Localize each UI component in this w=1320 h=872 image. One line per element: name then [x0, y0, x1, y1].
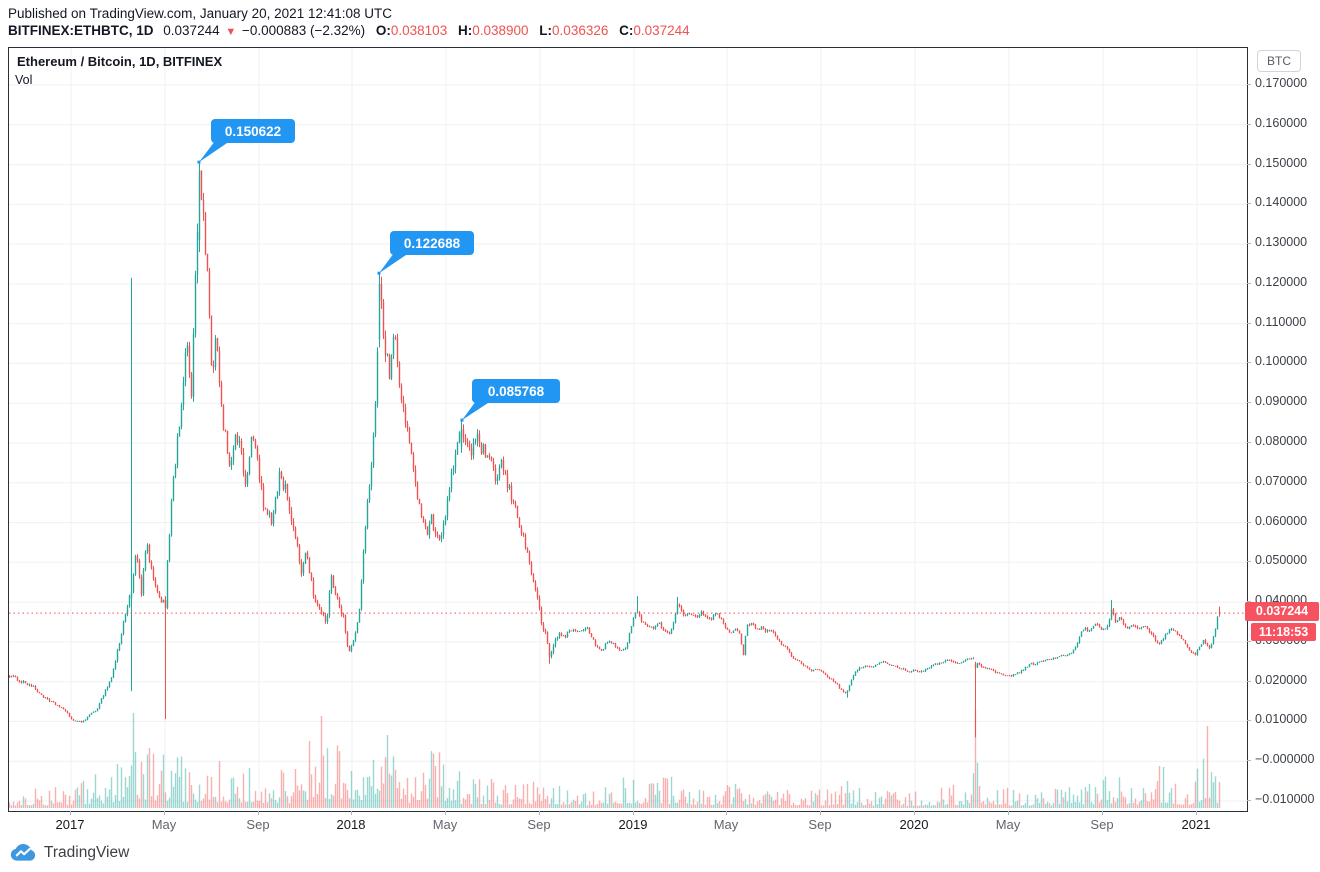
price-scale[interactable]: BTC 0.170000 0.160000 0.150000 0.140000 0.13…	[1245, 0, 1320, 872]
price-scale-tick	[1247, 362, 1251, 363]
symbol-name: BITFINEX:ETHBTC, 1D	[8, 23, 154, 38]
price-scale-tick	[1247, 243, 1251, 244]
time-scale-tick	[164, 811, 165, 815]
x-axis-label: 2018	[336, 817, 366, 832]
y-axis-label: 0.130000	[1255, 235, 1308, 249]
svg-text:0.150622: 0.150622	[225, 124, 281, 139]
close-value: 0.037244	[633, 23, 690, 38]
price-scale-tick	[1247, 164, 1251, 165]
close-label: C:	[619, 23, 634, 38]
y-axis-label: 0.010000	[1255, 712, 1308, 726]
y-axis-label: 0.170000	[1255, 76, 1308, 90]
y-axis-label: 0.150000	[1255, 156, 1308, 170]
time-scale-tick	[1196, 811, 1197, 815]
time-scale-tick	[445, 811, 446, 815]
low-value: 0.036326	[552, 23, 609, 38]
open-value: 0.038103	[390, 23, 448, 38]
price-scale-tick	[1247, 442, 1251, 443]
y-axis-label: −0.010000	[1255, 792, 1315, 806]
x-axis-label: May	[995, 817, 1021, 832]
time-scale-tick	[258, 811, 259, 815]
y-axis-label: 0.100000	[1255, 354, 1308, 368]
chart-canvas[interactable]: 0.150622 0.122688 0.085768	[9, 48, 1247, 811]
y-axis-label: −0.000000	[1255, 752, 1315, 766]
x-axis-label: 2020	[899, 817, 929, 832]
x-axis-label: Sep	[246, 817, 270, 832]
time-scale[interactable]: 2017 May Sep 2018 May Sep 2019 May Sep 2020 May Sep…	[0, 811, 1320, 839]
price-change: −0.000883 (−2.32%)	[242, 23, 366, 38]
x-axis-label: May	[151, 817, 177, 832]
x-axis-label: May	[713, 817, 739, 832]
time-scale-tick	[914, 811, 915, 815]
high-value: 0.038900	[472, 23, 529, 38]
y-axis-label: 0.110000	[1255, 315, 1307, 329]
open-label: O:	[375, 23, 391, 38]
current-price-badge: 0.037244	[1245, 602, 1319, 621]
y-axis-label: 0.120000	[1255, 275, 1308, 289]
time-scale-tick	[633, 811, 634, 815]
x-axis-label: Sep	[808, 817, 832, 832]
high-label: H:	[457, 23, 473, 38]
y-axis-label: 0.090000	[1255, 394, 1308, 408]
price-scale-tick	[1247, 681, 1251, 682]
svg-text:0.085768: 0.085768	[488, 384, 545, 399]
countdown-badge: 11:18:53	[1251, 623, 1316, 641]
price-scale-tick	[1247, 283, 1251, 284]
time-scale-tick	[70, 811, 71, 815]
price-scale-tick	[1247, 641, 1251, 642]
price-scale-tick	[1247, 522, 1251, 523]
tradingview-logo[interactable]: TradingView	[10, 843, 129, 862]
y-axis-label: 0.080000	[1255, 434, 1308, 448]
currency-unit-button[interactable]: BTC	[1257, 50, 1301, 72]
y-axis-label: 0.140000	[1255, 195, 1308, 209]
y-axis-label: 0.020000	[1255, 673, 1308, 687]
price-scale-tick	[1247, 561, 1251, 562]
x-axis-label: 2021	[1181, 817, 1211, 832]
y-axis-label: 0.160000	[1255, 116, 1308, 130]
tradingview-logo-text: TradingView	[44, 843, 130, 861]
tradingview-cloud-icon	[10, 844, 36, 861]
price-scale-tick	[1247, 203, 1251, 204]
price-scale-tick	[1247, 124, 1251, 125]
price-scale-tick	[1247, 760, 1251, 761]
symbol-info-line: BITFINEX:ETHBTC, 1D 0.037244 ▼ −0.000883…	[8, 23, 690, 38]
price-scale-tick	[1247, 800, 1251, 801]
price-scale-tick	[1247, 601, 1251, 602]
time-scale-tick	[726, 811, 727, 815]
x-axis-label: 2019	[618, 817, 648, 832]
last-price-value: 0.037244	[163, 23, 220, 38]
price-scale-tick	[1247, 323, 1251, 324]
x-axis-label: Sep	[527, 817, 551, 832]
time-scale-tick	[351, 811, 352, 815]
time-scale-tick	[1008, 811, 1009, 815]
svg-text:0.122688: 0.122688	[404, 236, 461, 251]
chart-pane[interactable]: 0.150622 0.122688 0.085768 Ethereum / Bitc…	[8, 47, 1248, 812]
published-line: Published on TradingView.com, January 20…	[8, 6, 392, 21]
low-label: L:	[539, 23, 553, 38]
price-scale-tick	[1247, 402, 1251, 403]
y-axis-label: 0.050000	[1255, 553, 1308, 567]
time-scale-tick	[820, 811, 821, 815]
x-axis-label: May	[432, 817, 458, 832]
price-scale-tick	[1247, 84, 1251, 85]
down-arrow-icon: ▼	[225, 26, 237, 38]
time-scale-tick	[539, 811, 540, 815]
x-axis-label: 2017	[55, 817, 85, 832]
time-scale-tick	[1102, 811, 1103, 815]
price-scale-tick	[1247, 482, 1251, 483]
x-axis-label: Sep	[1090, 817, 1114, 832]
y-axis-label: 0.070000	[1255, 474, 1308, 488]
price-scale-tick	[1247, 720, 1251, 721]
y-axis-label: 0.060000	[1255, 514, 1308, 528]
